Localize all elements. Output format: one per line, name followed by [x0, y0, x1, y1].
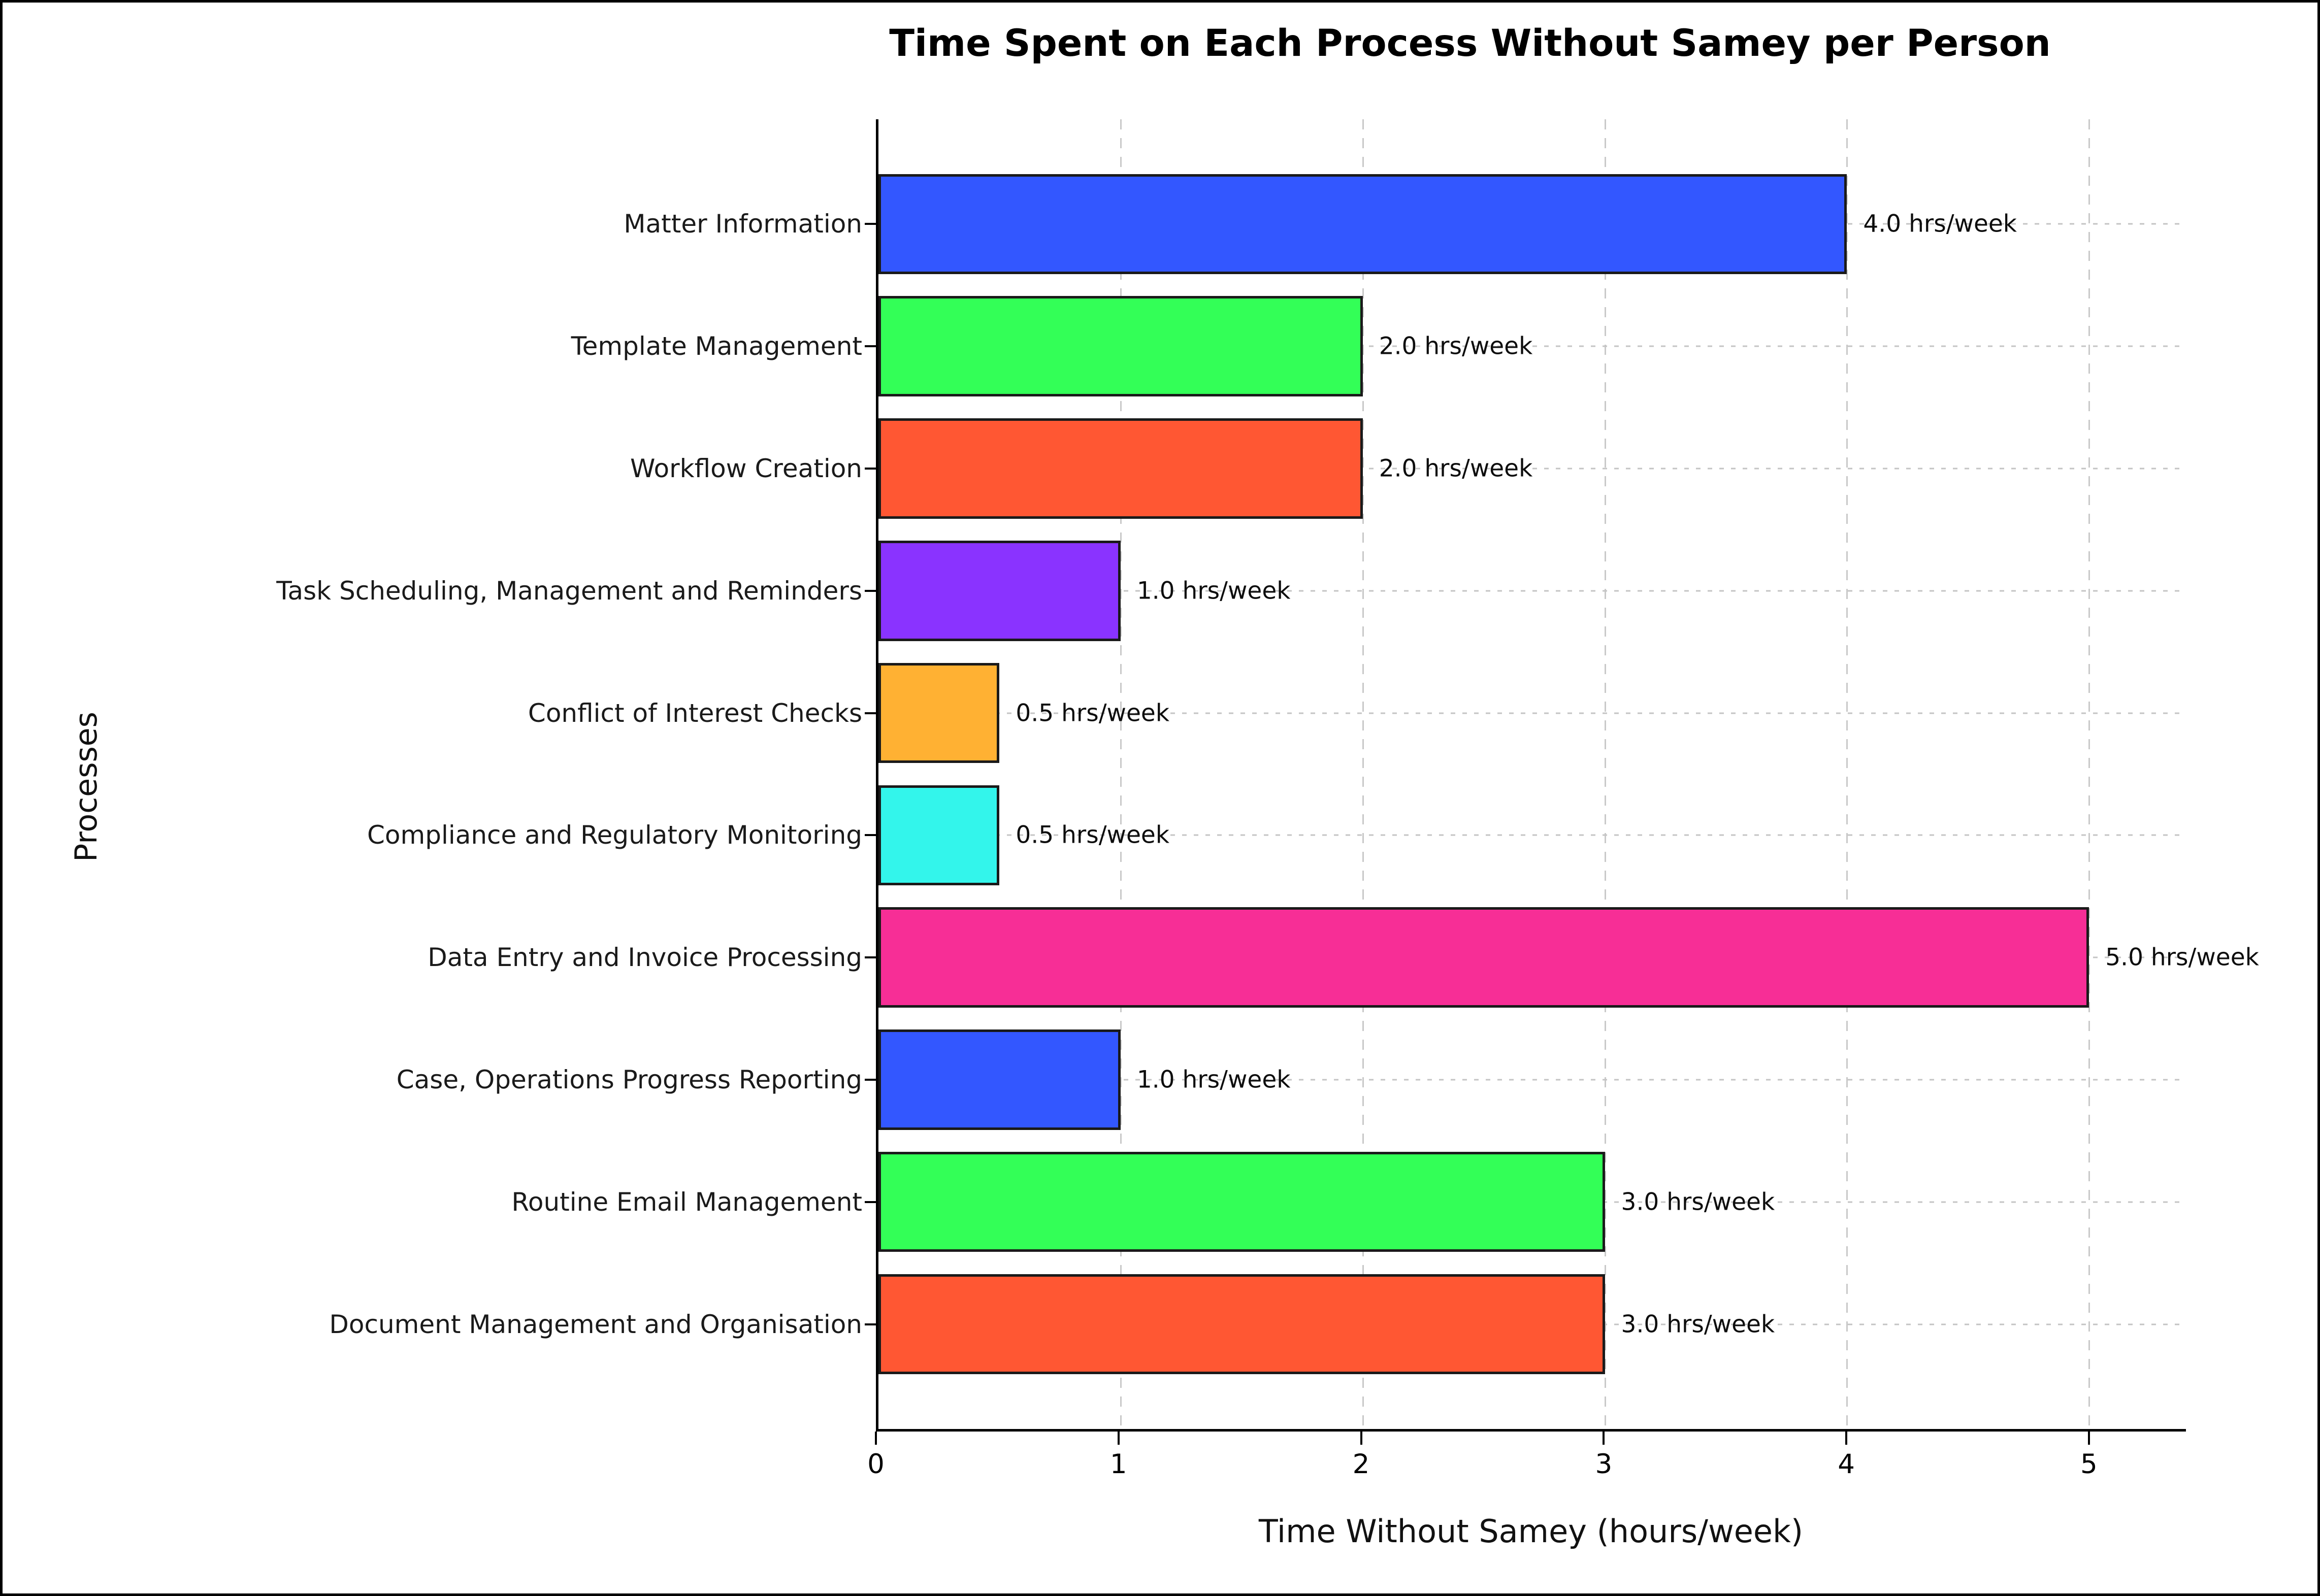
bar-value-label: 5.0 hrs/week — [2105, 943, 2259, 972]
horizontal-gridline — [878, 1079, 2186, 1081]
y-axis-tick-mark — [865, 834, 877, 837]
bar — [878, 541, 1121, 641]
y-axis-title: Processes — [69, 712, 104, 862]
vertical-gridline — [1604, 119, 1606, 1429]
bar-value-label: 3.0 hrs/week — [1621, 1310, 1775, 1339]
bar — [878, 1152, 1605, 1252]
bar — [878, 785, 1000, 886]
x-tick-mark — [1845, 1432, 1848, 1445]
horizontal-gridline — [878, 712, 2186, 714]
x-tick-label: 4 — [1838, 1449, 1855, 1480]
bar-row: Template Management 2.0 hrs/week — [571, 285, 2186, 408]
plot-area: Matter Information 4.0 hrs/week Template… — [276, 119, 2259, 1432]
vertical-gridline — [1362, 119, 1364, 1429]
y-axis-tick-mark — [865, 1078, 877, 1081]
y-axis-tick-mark — [865, 1323, 877, 1325]
category-label: Task Scheduling, Management and Reminder… — [276, 576, 862, 606]
vertical-gridline — [1846, 119, 1848, 1429]
x-tick-label: 5 — [2080, 1449, 2098, 1480]
bar-row: Workflow Creation 2.0 hrs/week — [630, 408, 2186, 530]
bar-value-label: 0.5 hrs/week — [1016, 821, 1170, 849]
bar — [878, 174, 1847, 275]
bar-row: Data Entry and Invoice Processing 5.0 hr… — [428, 896, 2259, 1019]
bar-value-label: 0.5 hrs/week — [1016, 699, 1170, 727]
bar-value-label: 4.0 hrs/week — [1863, 210, 2017, 238]
category-label: Matter Information — [624, 209, 862, 239]
bar-row: Routine Email Management 3.0 hrs/week — [511, 1141, 2186, 1263]
x-tick-label: 3 — [1595, 1449, 1613, 1480]
bar-row: Document Management and Organisation 3.0… — [329, 1263, 2186, 1385]
x-tick-label: 0 — [867, 1449, 885, 1480]
x-tick-mark — [2087, 1432, 2090, 1445]
x-tick-mark — [1603, 1432, 1605, 1445]
y-axis-tick-mark — [865, 1201, 877, 1203]
plot-rows: Matter Information 4.0 hrs/week Template… — [276, 163, 2259, 1385]
y-axis-tick-mark — [865, 467, 877, 470]
category-label: Workflow Creation — [630, 453, 862, 483]
category-label: Document Management and Organisation — [329, 1309, 862, 1339]
category-label: Case, Operations Progress Reporting — [396, 1065, 862, 1094]
x-tick-mark — [1117, 1432, 1120, 1445]
bar-value-label: 1.0 hrs/week — [1136, 1066, 1291, 1094]
horizontal-gridline — [878, 834, 2186, 836]
vertical-gridline — [2088, 119, 2090, 1429]
category-label: Routine Email Management — [511, 1187, 862, 1217]
x-axis-title: Time Without Samey (hours/week) — [1258, 1513, 1804, 1550]
category-label: Compliance and Regulatory Monitoring — [367, 820, 862, 850]
category-label: Template Management — [571, 331, 862, 361]
bar-row: Matter Information 4.0 hrs/week — [624, 163, 2186, 285]
bar-row: Conflict of Interest Checks 0.5 hrs/week — [528, 652, 2186, 774]
y-axis-tick-mark — [865, 956, 877, 959]
category-label: Data Entry and Invoice Processing — [428, 943, 862, 973]
horizontal-gridline — [878, 345, 2186, 347]
x-tick-label: 2 — [1352, 1449, 1370, 1480]
x-tick-mark — [1360, 1432, 1362, 1445]
bar — [878, 907, 2089, 1008]
y-axis-tick-mark — [865, 589, 877, 592]
bar-row: Task Scheduling, Management and Reminder… — [276, 529, 2186, 652]
chart-title: Time Spent on Each Process Without Samey… — [889, 22, 2051, 65]
horizontal-gridline — [878, 590, 2186, 592]
bar-row: Case, Operations Progress Reporting 1.0 … — [397, 1019, 2186, 1141]
category-label: Conflict of Interest Checks — [528, 698, 862, 728]
bar — [878, 296, 1363, 396]
bar-value-label: 2.0 hrs/week — [1379, 454, 1533, 483]
vertical-gridline — [1120, 119, 1122, 1429]
bar-value-label: 2.0 hrs/week — [1379, 332, 1533, 360]
bar — [878, 418, 1363, 519]
bar-value-label: 1.0 hrs/week — [1136, 577, 1291, 605]
y-axis-tick-mark — [865, 223, 877, 225]
x-tick-mark — [875, 1432, 877, 1445]
y-axis-tick-mark — [865, 345, 877, 348]
bar — [878, 1274, 1605, 1375]
y-axis-tick-mark — [865, 712, 877, 714]
bar-value-label: 3.0 hrs/week — [1621, 1188, 1775, 1216]
bar — [878, 1029, 1121, 1130]
bar — [878, 662, 1000, 763]
horizontal-gridline — [878, 468, 2186, 470]
x-tick-label: 1 — [1109, 1449, 1127, 1480]
bar-row: Compliance and Regulatory Monitoring 0.5… — [367, 774, 2186, 896]
